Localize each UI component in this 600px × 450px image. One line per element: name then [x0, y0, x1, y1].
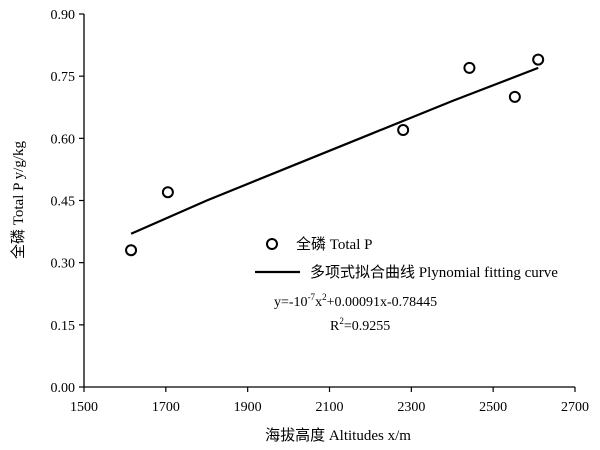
- tick-labels: 1500 1700 1900 2100 2300 2500 2700 0.00 0.15 0.30…: [51, 8, 590, 415]
- y-tick-label: 0.60: [51, 132, 76, 147]
- x-tick-label: 1700: [152, 400, 180, 415]
- data-point: [532, 53, 545, 66]
- data-point: [397, 124, 410, 137]
- y-tick-label: 0.45: [51, 195, 76, 210]
- x-axis-title: 海拔高度 Altitudes x/m: [265, 427, 411, 444]
- fitting-curve: [130, 66, 539, 235]
- equation-text: y=-10-7x2+0.00091x-0.78445: [274, 292, 437, 310]
- y-tick-label: 0.00: [51, 381, 76, 396]
- data-points: [125, 53, 545, 257]
- y-tick-label: 0.90: [51, 8, 76, 23]
- x-tick-label: 2300: [397, 400, 425, 415]
- y-tick-label: 0.75: [51, 70, 76, 85]
- data-point: [125, 244, 138, 257]
- legend: 全磷 Total P 多项式拟合曲线 Plynomial fitting cur…: [255, 235, 558, 281]
- y-tick-label: 0.15: [51, 319, 76, 334]
- ticks: [79, 13, 576, 392]
- x-tick-label: 2100: [316, 400, 344, 415]
- data-point: [508, 90, 521, 103]
- legend-marker-scatter: [266, 238, 278, 250]
- x-tick-label: 1500: [70, 400, 98, 415]
- fit-annotation: y=-10-7x2+0.00091x-0.78445 R2=0.9255: [274, 292, 437, 334]
- r-squared-text: R2=0.9255: [330, 316, 390, 334]
- x-tick-label: 2500: [479, 400, 507, 415]
- data-point: [161, 186, 174, 199]
- x-tick-label: 2700: [561, 400, 589, 415]
- y-tick-label: 0.30: [51, 257, 76, 272]
- legend-label-scatter: 全磷 Total P: [296, 235, 372, 253]
- x-tick-label: 1900: [234, 400, 262, 415]
- data-point: [463, 61, 476, 74]
- y-axis-title: 全磷 Total P y/g/kg: [9, 141, 27, 259]
- legend-label-line: 多项式拟合曲线 Plynomial fitting curve: [310, 264, 558, 281]
